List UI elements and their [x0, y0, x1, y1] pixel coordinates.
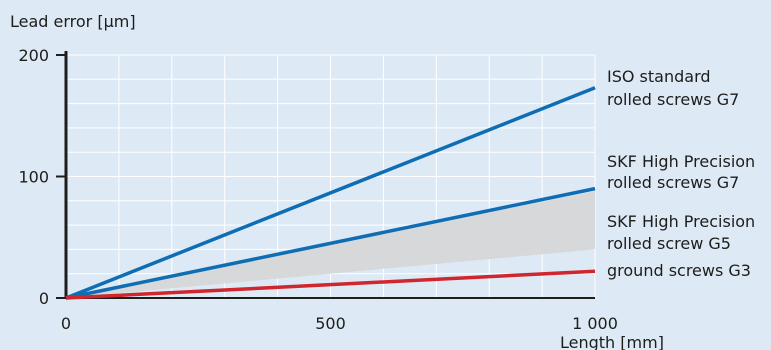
series-label: rolled screws G7 [607, 173, 739, 192]
x-tick-label: 500 [315, 314, 346, 333]
series-line-1 [65, 186, 596, 300]
series-label: ISO standard [607, 67, 711, 86]
series-lines [65, 86, 596, 300]
y-tick-label: 200 [18, 46, 49, 65]
series-line-2 [65, 269, 596, 300]
series-label: rolled screws G7 [607, 90, 739, 109]
x-tick-label: 0 [61, 314, 71, 333]
band-label: rolled screw G5 [607, 234, 731, 253]
band-label: SKF High Precision [607, 212, 755, 231]
x-axis-title: Length [mm] [560, 333, 664, 350]
labels: ISO standard rolled screws G7 SKF High Pre… [607, 67, 755, 280]
y-tick-label: 100 [18, 168, 49, 187]
y-tick-label: 0 [39, 289, 49, 308]
series-label: SKF High Precision [607, 152, 755, 171]
series-line-0 [65, 86, 596, 300]
series-label: ground screws G3 [607, 261, 751, 280]
x-tick-label: 1 000 [572, 314, 618, 333]
y-axis-title: Lead error [µm] [10, 12, 136, 31]
axes: 0 100 200 0 500 1 000 Lead error [µm] Length [m… [10, 12, 664, 350]
